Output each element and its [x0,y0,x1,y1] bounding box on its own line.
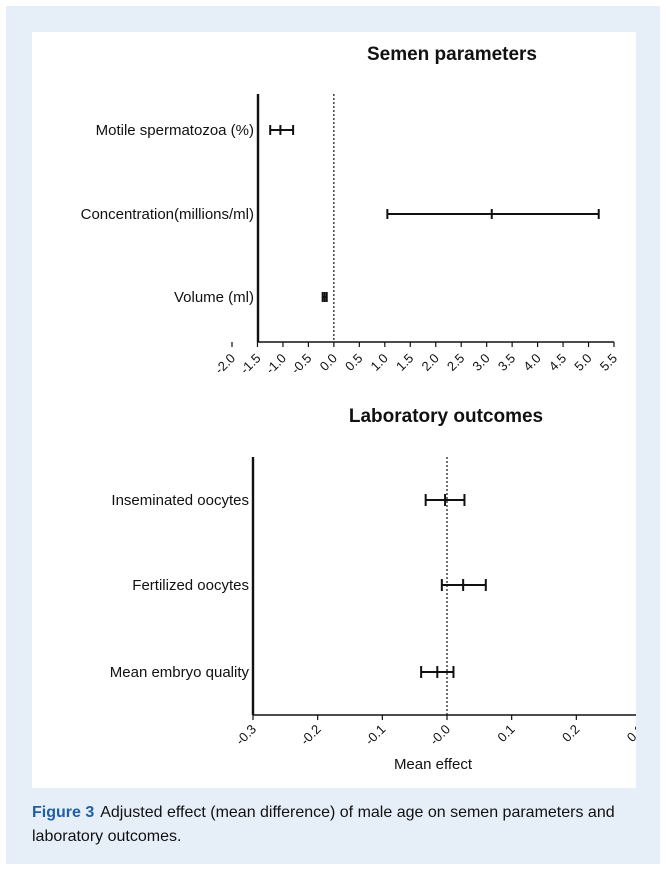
x-axis-title: Mean effect [394,756,473,773]
x-tick-label: 4.5 [546,351,569,372]
x-tick-label: -0.1 [362,722,388,748]
row-label: Mean embryo quality [110,664,250,681]
x-tick-label: 5.5 [597,351,620,372]
row-label: Motile spermatozoa (%) [96,122,254,139]
chart-title: Laboratory outcomes [349,406,543,427]
forest-plot-laboratory-outcomes: Laboratory outcomes -0.3 -0.2 -0.1 -0.0 0.1 0.… [110,406,636,773]
caption-text: Adjusted effect (mean difference) of mal… [32,804,615,845]
x-tick-label: -0.0 [427,722,453,748]
caption-label: Figure 3 [32,804,95,821]
x-tick-label: -1.5 [237,351,263,372]
x-tick-label: 4.0 [520,351,543,372]
x-tick-label: -0.2 [297,722,323,748]
chart-title: Semen parameters [367,44,537,65]
forest-plot-semen-parameters: Semen parameters-2.0 -1.5 -1.0 -0.5 0.0 0.5 1.… [81,44,621,372]
x-tick-label: 2.5 [444,351,467,372]
x-tick-label: 0.0 [317,351,340,372]
x-tick-label: 1.5 [393,351,416,372]
x-tick-label: 0.1 [494,722,517,745]
x-tick-label: 1.0 [368,351,391,372]
x-tick-label: 0.3 [624,722,636,745]
x-tick-label: 5.0 [571,351,594,372]
figure-panel: Semen parameters -2.0 -1.5 -1.0 -0.5 0.0 0.5 1.… [6,6,660,864]
row-label: Inseminated oocytes [111,492,249,509]
x-tick-label: 0.5 [342,351,365,372]
x-tick-label: -2.0 [212,351,238,372]
figure-caption: Figure 3 Adjusted effect (mean difference… [32,801,640,849]
x-tick-label: 3.0 [469,351,492,372]
x-tick-label: 3.5 [495,351,518,372]
x-tick-label: 2.0 [418,351,441,372]
row-label: Fertilized oocytes [132,577,249,594]
x-tick-label: 0.2 [559,722,582,745]
x-tick-label: -0.5 [288,351,314,372]
plot-area: Semen parameters -2.0 -1.5 -1.0 -0.5 0.0 0.5 1.… [32,32,636,788]
row-label: Volume (ml) [174,289,254,306]
row-label: Concentration(millions/ml) [81,206,254,223]
x-tick-label: -0.3 [233,722,259,748]
x-tick-label: -1.0 [263,351,289,372]
